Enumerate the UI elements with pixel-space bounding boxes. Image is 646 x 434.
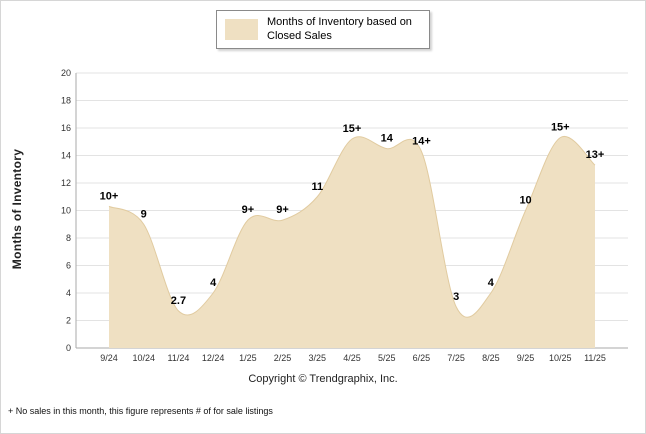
- svg-text:10: 10: [519, 195, 531, 207]
- svg-text:7/25: 7/25: [447, 353, 465, 363]
- svg-text:0: 0: [66, 343, 71, 353]
- svg-text:13+: 13+: [586, 149, 605, 161]
- svg-text:10: 10: [61, 206, 71, 216]
- y-axis-title: Months of Inventory: [10, 148, 24, 270]
- svg-text:11/24: 11/24: [167, 353, 189, 363]
- svg-text:1/25: 1/25: [239, 353, 257, 363]
- svg-text:12/24: 12/24: [202, 353, 225, 363]
- svg-text:12: 12: [61, 178, 71, 188]
- svg-text:8/25: 8/25: [482, 353, 500, 363]
- svg-text:2.7: 2.7: [171, 295, 186, 307]
- svg-text:11/25: 11/25: [584, 353, 606, 363]
- svg-text:10/24: 10/24: [132, 353, 155, 363]
- copyright: Copyright © Trendgraphix, Inc.: [248, 373, 398, 385]
- svg-text:2/25: 2/25: [274, 353, 292, 363]
- svg-text:4: 4: [66, 288, 71, 298]
- svg-text:3/25: 3/25: [309, 353, 327, 363]
- legend-label: Months of Inventory based on Closed Sale…: [267, 16, 412, 43]
- svg-text:5/25: 5/25: [378, 353, 396, 363]
- svg-text:20: 20: [61, 68, 71, 78]
- svg-text:9/25: 9/25: [517, 353, 535, 363]
- footnote: + No sales in this month, this figure re…: [8, 406, 273, 416]
- svg-text:2: 2: [66, 316, 71, 326]
- svg-text:14+: 14+: [412, 135, 431, 147]
- svg-text:9+: 9+: [242, 204, 255, 216]
- area-chart: 0 2 4 6 8 10 12 14 16 18 20 9/24 10/24 11/24 12/24 1/25…: [61, 68, 628, 363]
- svg-text:9+: 9+: [276, 204, 289, 216]
- svg-text:6/25: 6/25: [413, 353, 431, 363]
- svg-text:9/24: 9/24: [100, 353, 118, 363]
- svg-text:10+: 10+: [100, 190, 119, 202]
- svg-text:8: 8: [66, 233, 71, 243]
- svg-text:9: 9: [141, 208, 147, 220]
- svg-text:14: 14: [381, 133, 394, 145]
- legend: Months of Inventory based on Closed Sale…: [216, 10, 430, 49]
- svg-text:4: 4: [210, 277, 217, 289]
- svg-text:15+: 15+: [343, 123, 362, 135]
- svg-text:6: 6: [66, 261, 71, 271]
- svg-text:4: 4: [488, 277, 495, 289]
- svg-text:4/25: 4/25: [343, 353, 361, 363]
- svg-text:18: 18: [61, 96, 71, 106]
- legend-swatch: [225, 18, 258, 40]
- svg-text:11: 11: [311, 181, 323, 193]
- svg-text:14: 14: [61, 151, 71, 161]
- svg-text:10/25: 10/25: [549, 353, 572, 363]
- svg-text:3: 3: [453, 291, 459, 303]
- svg-text:16: 16: [61, 123, 71, 133]
- svg-text:15+: 15+: [551, 122, 570, 134]
